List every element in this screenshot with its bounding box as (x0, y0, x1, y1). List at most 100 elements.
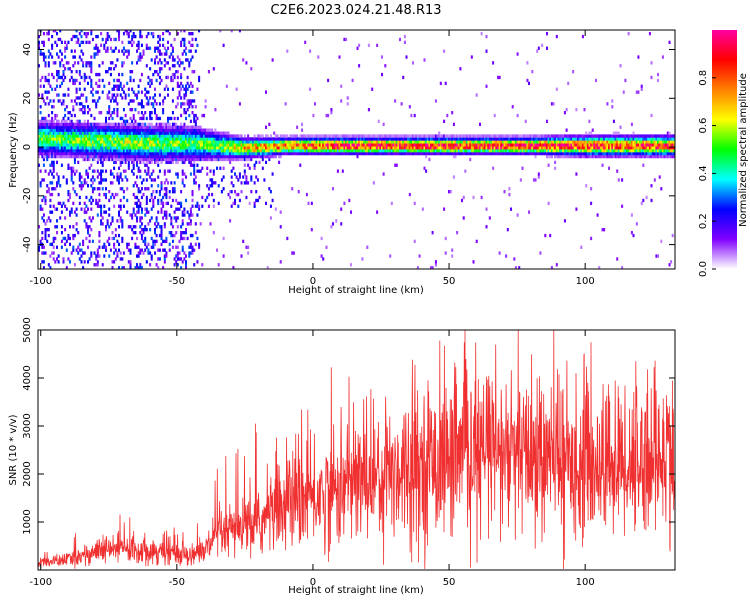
heatmap-cell (583, 137, 586, 141)
heatmap-cell (116, 125, 119, 129)
heatmap-cell (106, 125, 109, 129)
heatmap-cell (185, 137, 188, 141)
heatmap-cell (488, 146, 491, 150)
heatmap-cell (105, 125, 108, 129)
heatmap-cell (462, 151, 465, 156)
heatmap-cell (44, 55, 47, 59)
heatmap-cell (178, 239, 181, 244)
heatmap-cell (69, 260, 72, 264)
heatmap-cell (170, 222, 173, 226)
heatmap-cell (73, 99, 76, 103)
heatmap-cell (75, 125, 78, 129)
heatmap-cell (204, 105, 207, 109)
heatmap-cell (56, 181, 59, 185)
heatmap-cell (178, 207, 181, 211)
heatmap-cell (147, 210, 150, 214)
heatmap-cell (194, 151, 197, 156)
heatmap-cell (474, 149, 477, 153)
heatmap-cell (524, 119, 527, 124)
heatmap-cell (555, 143, 558, 147)
heatmap-cell (180, 137, 183, 141)
heatmap-cell (194, 149, 197, 153)
heatmap-cell (412, 149, 415, 153)
heatmap-cell (395, 134, 398, 138)
heatmap-cell (147, 251, 150, 255)
heatmap-cell (261, 134, 264, 138)
heatmap-cell (350, 149, 353, 153)
heatmap-cell (121, 236, 124, 241)
heatmap-cell (121, 157, 124, 162)
heatmap-cell (198, 184, 201, 188)
heatmap-cell (235, 175, 238, 179)
heatmap-cell (39, 207, 42, 211)
heatmap-cell (113, 195, 116, 200)
heatmap-cell (243, 143, 246, 147)
heatmap-cell (514, 149, 517, 153)
heatmap-cell (196, 163, 199, 167)
heatmap-cell (136, 219, 139, 223)
heatmap-cell (511, 151, 514, 156)
heatmap-cell (260, 143, 263, 147)
heatmap-cell (57, 128, 60, 132)
heatmap-cell (227, 143, 230, 147)
heatmap-cell (136, 160, 139, 165)
heatmap-cell (95, 140, 98, 144)
heatmap-cell (105, 178, 108, 182)
heatmap-cell (129, 248, 132, 252)
heatmap-cell (109, 46, 112, 50)
heatmap-cell (127, 143, 130, 147)
heatmap-cell (485, 34, 488, 39)
heatmap-cell (59, 131, 62, 135)
heatmap-cell (325, 151, 328, 156)
heatmap-cell (91, 99, 94, 103)
heatmap-cell (149, 160, 152, 165)
heatmap-cell (441, 134, 444, 138)
heatmap-cell (256, 198, 259, 203)
heatmap-cell (70, 49, 73, 53)
heatmap-cell (168, 169, 171, 173)
heatmap-cell (93, 187, 96, 191)
heatmap-cell (51, 192, 54, 197)
heatmap-cell (83, 178, 86, 182)
heatmap-cell (302, 140, 305, 144)
heatmap-cell (132, 137, 135, 141)
heatmap-cell (505, 149, 508, 153)
heatmap-cell (109, 195, 112, 200)
heatmap-cell (127, 248, 130, 252)
heatmap-cell (176, 140, 179, 144)
heatmap-cell (167, 75, 170, 80)
heatmap-cell (253, 151, 256, 156)
heatmap-cell (330, 137, 333, 141)
heatmap-cell (240, 137, 243, 141)
heatmap-cell (49, 192, 52, 197)
heatmap-cell (113, 108, 116, 112)
heatmap-cell (93, 52, 96, 56)
heatmap-cell (247, 157, 250, 162)
heatmap-cell (111, 131, 114, 135)
heatmap-cell (77, 96, 80, 100)
heatmap-cell (44, 78, 47, 83)
heatmap-cell (118, 87, 121, 91)
heatmap-cell (408, 140, 411, 144)
heatmap-cell (83, 137, 86, 141)
heatmap-cell (186, 87, 189, 91)
heatmap-cell (506, 134, 509, 138)
heatmap-cell (57, 137, 60, 141)
heatmap-cell (180, 87, 183, 91)
heatmap-cell (64, 146, 67, 150)
heatmap-cell (590, 137, 593, 141)
heatmap-cell (506, 140, 509, 144)
heatmap-cell (523, 143, 526, 147)
heatmap-cell (87, 40, 90, 45)
heatmap-cell (54, 149, 57, 153)
heatmap-cell (152, 157, 155, 162)
heatmap-cell (170, 78, 173, 83)
heatmap-cell (188, 84, 191, 88)
heatmap-cell (199, 149, 202, 153)
heatmap-cell (425, 169, 428, 173)
heatmap-cell (124, 160, 127, 165)
heatmap-cell (60, 204, 63, 208)
heatmap-cell (170, 181, 173, 185)
heatmap-cell (472, 149, 475, 153)
heatmap-cell (403, 149, 406, 153)
